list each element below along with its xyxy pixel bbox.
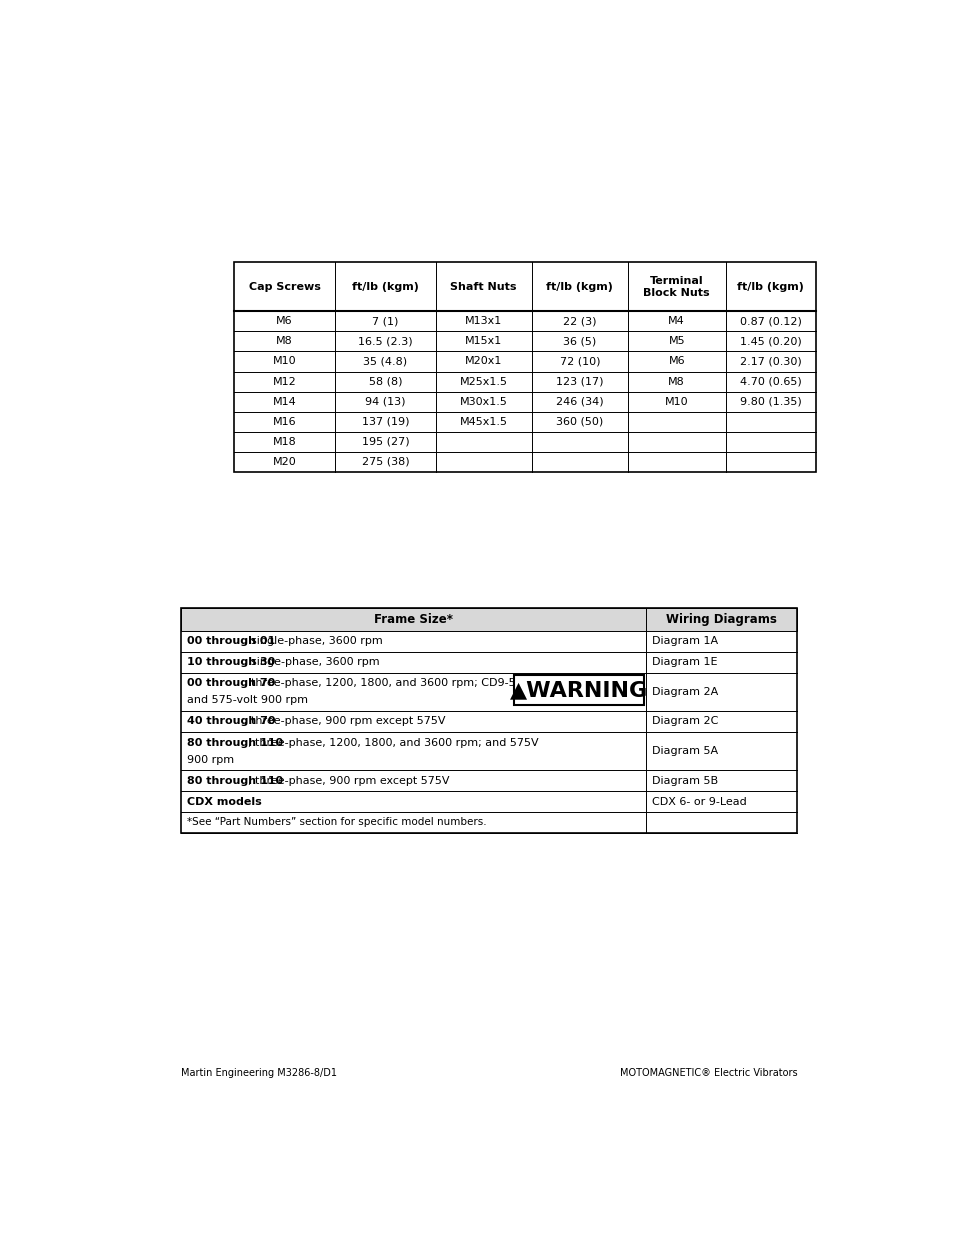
Text: 80 through 110: 80 through 110 — [187, 737, 282, 747]
Text: 1.45 (0.20): 1.45 (0.20) — [739, 336, 801, 347]
Text: M45x1.5: M45x1.5 — [459, 416, 507, 426]
Text: Shaft Nuts: Shaft Nuts — [450, 282, 517, 291]
Text: Diagram 5B: Diagram 5B — [652, 776, 718, 785]
Text: M30x1.5: M30x1.5 — [459, 396, 507, 406]
Text: 80 through 110: 80 through 110 — [187, 776, 282, 785]
Text: , three-phase, 1200, 1800, and 3600 rpm; and 575V: , three-phase, 1200, 1800, and 3600 rpm;… — [248, 737, 538, 747]
Text: Diagram 1A: Diagram 1A — [652, 636, 718, 646]
Text: M10: M10 — [664, 396, 688, 406]
Text: ft/lb (kgm): ft/lb (kgm) — [737, 282, 803, 291]
Text: 360 (50): 360 (50) — [556, 416, 603, 426]
Text: M10: M10 — [273, 357, 296, 367]
Text: 40 through 70: 40 through 70 — [187, 716, 274, 726]
Text: 72 (10): 72 (10) — [559, 357, 599, 367]
Text: CDX 6- or 9-Lead: CDX 6- or 9-Lead — [652, 797, 746, 806]
Text: ft/lb (kgm): ft/lb (kgm) — [546, 282, 613, 291]
Text: 195 (27): 195 (27) — [361, 436, 409, 447]
Text: 36 (5): 36 (5) — [562, 336, 596, 347]
Bar — [180, 608, 797, 832]
Text: ▲WARNING: ▲WARNING — [510, 680, 648, 700]
Text: , single-phase, 3600 rpm: , single-phase, 3600 rpm — [243, 636, 382, 646]
Text: Diagram 5A: Diagram 5A — [652, 746, 718, 756]
Text: 10 through 30: 10 through 30 — [187, 657, 274, 667]
Text: M6: M6 — [668, 357, 684, 367]
Text: Wiring Diagrams: Wiring Diagrams — [665, 613, 777, 626]
Bar — [180, 608, 797, 631]
Text: and 575-volt 900 rpm: and 575-volt 900 rpm — [187, 695, 307, 705]
Text: Frame Size*: Frame Size* — [374, 613, 453, 626]
Text: M15x1: M15x1 — [465, 336, 502, 347]
Text: 0.87 (0.12): 0.87 (0.12) — [739, 316, 801, 326]
Text: 94 (13): 94 (13) — [365, 396, 405, 406]
Bar — [233, 262, 815, 472]
Text: , singe-phase, 3600 rpm: , singe-phase, 3600 rpm — [243, 657, 379, 667]
Text: M13x1: M13x1 — [465, 316, 502, 326]
Text: Diagram 2C: Diagram 2C — [652, 716, 718, 726]
Text: Diagram 1E: Diagram 1E — [652, 657, 717, 667]
Text: M6: M6 — [275, 316, 293, 326]
Text: Martin Engineering M3286-8/D1: Martin Engineering M3286-8/D1 — [180, 1068, 336, 1078]
Text: , three-phase, 900 rpm except 575V: , three-phase, 900 rpm except 575V — [243, 716, 445, 726]
Text: MOTOMAGNETIC® Electric Vibrators: MOTOMAGNETIC® Electric Vibrators — [618, 1068, 797, 1078]
Text: , three-phase, 1200, 1800, and 3600 rpm; CD9-570;: , three-phase, 1200, 1800, and 3600 rpm;… — [243, 678, 533, 688]
Text: M18: M18 — [273, 436, 296, 447]
Text: ft/lb (kgm): ft/lb (kgm) — [352, 282, 418, 291]
Text: 9.80 (1.35): 9.80 (1.35) — [739, 396, 801, 406]
Text: M4: M4 — [668, 316, 684, 326]
Text: M8: M8 — [668, 377, 684, 387]
Text: Diagram 2A: Diagram 2A — [652, 687, 718, 697]
Text: 35 (4.8): 35 (4.8) — [363, 357, 407, 367]
Text: 2.17 (0.30): 2.17 (0.30) — [739, 357, 801, 367]
Text: *See “Part Numbers” section for specific model numbers.: *See “Part Numbers” section for specific… — [187, 818, 486, 827]
Text: M25x1.5: M25x1.5 — [459, 377, 507, 387]
Text: 7 (1): 7 (1) — [372, 316, 398, 326]
Text: M12: M12 — [273, 377, 296, 387]
Text: , three-phase, 900 rpm except 575V: , three-phase, 900 rpm except 575V — [248, 776, 449, 785]
Text: 00 through 70: 00 through 70 — [187, 678, 274, 688]
Text: CDX models: CDX models — [187, 797, 261, 806]
Text: 58 (8): 58 (8) — [368, 377, 402, 387]
Text: 900 rpm: 900 rpm — [187, 755, 233, 764]
Text: M8: M8 — [275, 336, 293, 347]
Text: 22 (3): 22 (3) — [562, 316, 596, 326]
Text: Cap Screws: Cap Screws — [249, 282, 320, 291]
Text: M5: M5 — [668, 336, 684, 347]
Text: 00 through 01: 00 through 01 — [187, 636, 274, 646]
Text: 4.70 (0.65): 4.70 (0.65) — [739, 377, 801, 387]
Text: 16.5 (2.3): 16.5 (2.3) — [357, 336, 413, 347]
Text: M14: M14 — [273, 396, 296, 406]
Text: 123 (17): 123 (17) — [556, 377, 603, 387]
Text: 246 (34): 246 (34) — [556, 396, 603, 406]
Text: M20: M20 — [273, 457, 296, 467]
Text: 137 (19): 137 (19) — [361, 416, 409, 426]
Text: M20x1: M20x1 — [464, 357, 502, 367]
Bar — [514, 676, 643, 705]
Text: 275 (38): 275 (38) — [361, 457, 409, 467]
Text: Terminal
Block Nuts: Terminal Block Nuts — [642, 275, 709, 298]
Text: M16: M16 — [273, 416, 296, 426]
